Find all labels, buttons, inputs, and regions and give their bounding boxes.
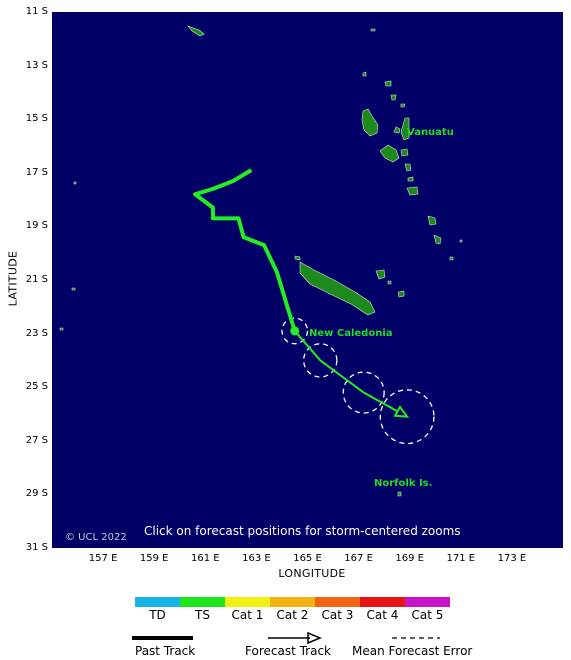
vanuatu-label: Vanuatu — [407, 127, 454, 138]
legend-swatch-cat-2 — [270, 597, 315, 607]
legend-swatch-cat-4 — [360, 597, 405, 607]
forecast-position-hotspot[interactable] — [314, 354, 326, 366]
longitude-tick-label: 163 E — [242, 553, 271, 564]
current-position-marker[interactable] — [290, 326, 300, 336]
latitude-tick-label: 23 S — [25, 327, 48, 339]
latitude-tick-label: 13 S — [25, 59, 48, 71]
forecast-track-key-arrow — [307, 631, 322, 645]
forecast-track-line — [293, 330, 399, 413]
error-circle — [342, 371, 385, 414]
latitude-tick-label: 27 S — [25, 434, 48, 446]
forecast-positions[interactable] — [290, 326, 413, 422]
legend-swatch-ts — [180, 597, 225, 607]
latitude-tick-label: 25 S — [25, 381, 48, 393]
latitude-tick-label: 19 S — [25, 220, 48, 232]
legend-swatch-cat-5 — [405, 597, 450, 607]
legend-label: Cat 4 — [366, 608, 399, 622]
forecast-error-circles — [281, 317, 435, 445]
legend-label: Cat 1 — [231, 608, 264, 622]
error-circle — [281, 317, 309, 345]
latitude-tick-label: 21 S — [25, 274, 48, 285]
error-circle — [303, 343, 338, 378]
map-panel[interactable]: Vanuatu New Caledonia Norfolk Is. © UCL … — [52, 12, 563, 548]
latitude-tick-label: 29 S — [25, 488, 48, 500]
track-map[interactable]: Vanuatu New Caledonia Norfolk Is. © UCL … — [52, 12, 563, 548]
legend-label: Cat 5 — [411, 608, 444, 622]
past-track-key-label: Past Track — [135, 644, 196, 658]
new-caledonia-label: New Caledonia — [309, 328, 393, 339]
legend-label: TD — [149, 608, 166, 622]
norfolk-label: Norfolk Is. — [374, 478, 432, 489]
storm-track — [193, 168, 410, 418]
past-track-line — [193, 168, 297, 332]
longitude-tick-label: 169 E — [395, 553, 424, 564]
northern-islands — [59, 25, 402, 497]
legend-swatch-td — [135, 597, 180, 607]
error-circle — [379, 389, 435, 445]
legend-label: TS — [195, 608, 210, 622]
forecast-position-hotspot[interactable] — [401, 411, 413, 423]
instruction-note: Click on forecast positions for storm-ce… — [144, 524, 461, 538]
forecast-position-hotspot[interactable] — [358, 387, 370, 399]
longitude-axis-title: LONGITUDE — [278, 567, 346, 580]
forecast-track-key-label: Forecast Track — [245, 644, 331, 658]
longitude-tick-label: 159 E — [139, 553, 169, 564]
vanuatu-islands — [361, 71, 463, 261]
legend-swatch-cat-1 — [225, 597, 270, 607]
legend-label: Cat 3 — [321, 608, 354, 622]
copyright-note: © UCL 2022 — [65, 532, 127, 543]
forecast-arrowhead — [393, 405, 410, 418]
latitude-tick-label: 31 S — [25, 542, 48, 553]
longitude-tick-label: 161 E — [191, 553, 220, 564]
latitude-tick-label: 11 S — [25, 6, 48, 17]
latitude-tick-label: 15 S — [25, 113, 48, 125]
legend-label: Cat 2 — [276, 608, 309, 622]
latitude-axis-title: LATITUDE — [6, 250, 20, 307]
longitude-tick-label: 173 E — [497, 553, 527, 564]
latitude-tick-label: 17 S — [25, 166, 48, 178]
longitude-tick-label: 167 E — [344, 553, 373, 564]
mean-error-key-label: Mean Forecast Error — [352, 644, 473, 658]
longitude-tick-label: 157 E — [88, 553, 118, 564]
legend-swatch-cat-3 — [315, 597, 360, 607]
longitude-tick-label: 165 E — [293, 553, 322, 564]
track-key-legend — [132, 631, 440, 645]
longitude-tick-label: 171 E — [446, 553, 476, 564]
new-caledonia-islands — [294, 255, 405, 316]
